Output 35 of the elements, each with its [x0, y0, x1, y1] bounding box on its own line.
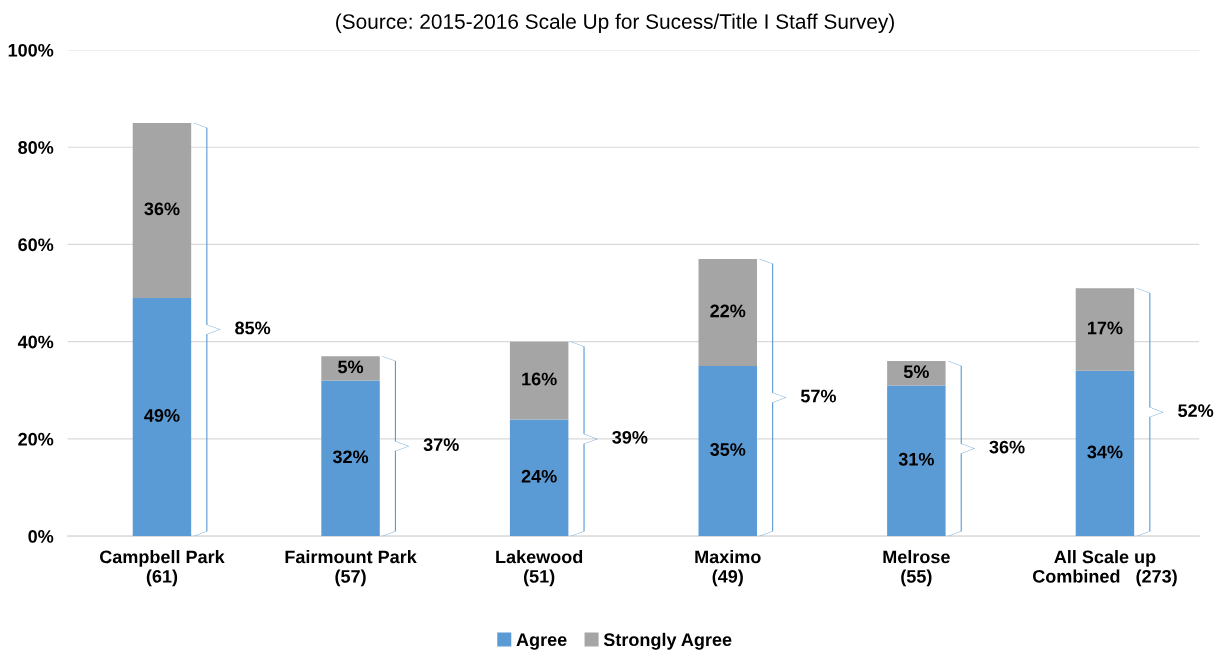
x-tick-label: Melrose (55) — [883, 550, 950, 587]
data-label: 36% — [144, 202, 180, 216]
legend-label: Strongly Agree — [603, 632, 732, 650]
y-tick-label: 60% — [18, 238, 54, 252]
total-label: 39% — [612, 430, 648, 444]
bar — [887, 361, 946, 386]
x-tick-label: All Scale up Combined (273) — [1032, 550, 1177, 587]
total-label: 37% — [423, 438, 459, 452]
y-tick-label: 100% — [8, 43, 54, 57]
data-label: 34% — [1087, 445, 1123, 459]
total-label: 52% — [1178, 404, 1214, 417]
data-label: 5% — [903, 365, 929, 379]
data-label: 49% — [144, 409, 180, 422]
data-label: 22% — [710, 304, 746, 318]
chart-subtitle: (Source: 2015-2016 Scale Up for Sucess/Title I Staff Survey) — [336, 13, 894, 34]
data-label: 17% — [1088, 321, 1123, 335]
y-tick-label: 20% — [18, 432, 54, 446]
y-tick-label: 0% — [28, 530, 54, 543]
y-tick-label: 80% — [18, 141, 54, 154]
total-label: 85% — [235, 321, 271, 335]
y-tick-label: 40% — [17, 335, 54, 349]
bar — [321, 356, 380, 381]
x-tick-label: Fairmount Park (57) — [285, 550, 417, 587]
total-label: 36% — [989, 440, 1025, 454]
x-tick-label: Maximo (49) — [695, 550, 761, 587]
data-label: 35% — [710, 443, 746, 456]
total-label: 57% — [800, 389, 837, 403]
x-tick-label: Lakewood (51) — [496, 550, 583, 587]
x-tick-label: Campbell Park (61) — [99, 550, 225, 587]
data-label: 24% — [521, 469, 557, 483]
data-label: 31% — [898, 452, 934, 466]
data-label: 16% — [522, 372, 557, 386]
legend-label: Agree — [516, 633, 567, 650]
data-label: 5% — [338, 360, 364, 374]
data-label: 32% — [332, 450, 369, 464]
